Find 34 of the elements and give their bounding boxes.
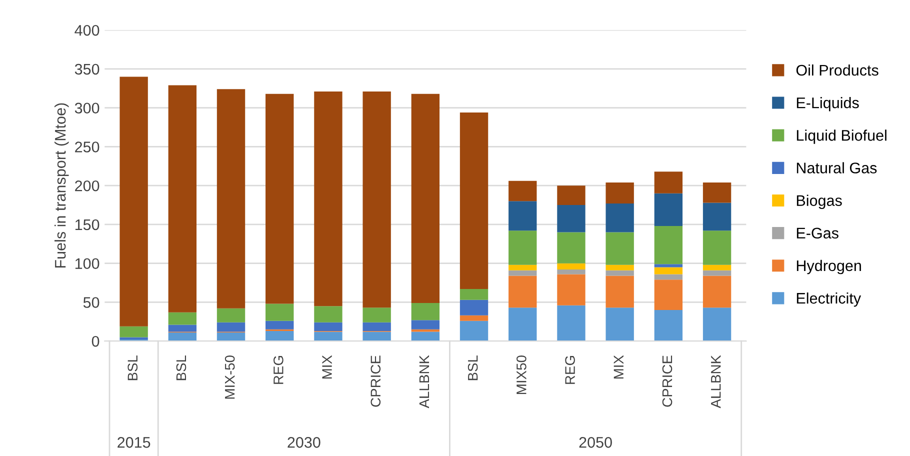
legend-label: Hydrogen xyxy=(796,260,861,274)
text: 2015 xyxy=(118,437,150,448)
x-tick-label: REG xyxy=(565,356,575,384)
y-tick-label: 300 xyxy=(74,102,100,114)
y-tick-label: 350 xyxy=(74,64,100,75)
legend-label: Oil Products xyxy=(796,64,878,76)
x-tick-label: MIX50 xyxy=(516,356,526,394)
legend-label: Natural Gas xyxy=(796,162,877,174)
legend-label: E-Gas xyxy=(796,228,838,239)
x-tick-label: CPRICE xyxy=(370,356,381,407)
y-tick-label: 200 xyxy=(75,180,100,192)
x-tick-label: MIX xyxy=(614,355,624,379)
text: 2030 xyxy=(288,437,320,448)
legend-label: Electricity xyxy=(796,292,862,307)
x-tick-label: ALLBNK xyxy=(711,355,721,408)
legend-label: Liquid Biofuel xyxy=(796,130,886,144)
x-tick-label: MIX-50 xyxy=(224,356,235,399)
text: 2050 xyxy=(579,437,612,448)
x-tick-label: BSL xyxy=(176,355,186,380)
legend-label: Biogas xyxy=(796,194,842,209)
x-tick-label: MIX xyxy=(322,355,332,379)
y-tick-label: 0 xyxy=(92,336,100,347)
y-tick-label: 250 xyxy=(75,142,100,152)
y-axis-title: Fuels in transport (Mtoe) xyxy=(54,103,69,268)
x-tick-label: REG xyxy=(274,356,284,384)
x-tick-label: CPRICE xyxy=(662,356,672,407)
y-tick-label: 400 xyxy=(74,24,100,36)
legend-label: E-Liquids xyxy=(796,97,859,112)
x-tick-label: ALLBNK xyxy=(419,355,430,408)
y-tick-label: 150 xyxy=(75,219,100,230)
x-tick-label: BSL xyxy=(128,355,138,380)
y-tick-label: 50 xyxy=(83,297,100,308)
y-tick-label: 100 xyxy=(75,258,100,270)
x-tick-label: BSL xyxy=(468,355,478,380)
